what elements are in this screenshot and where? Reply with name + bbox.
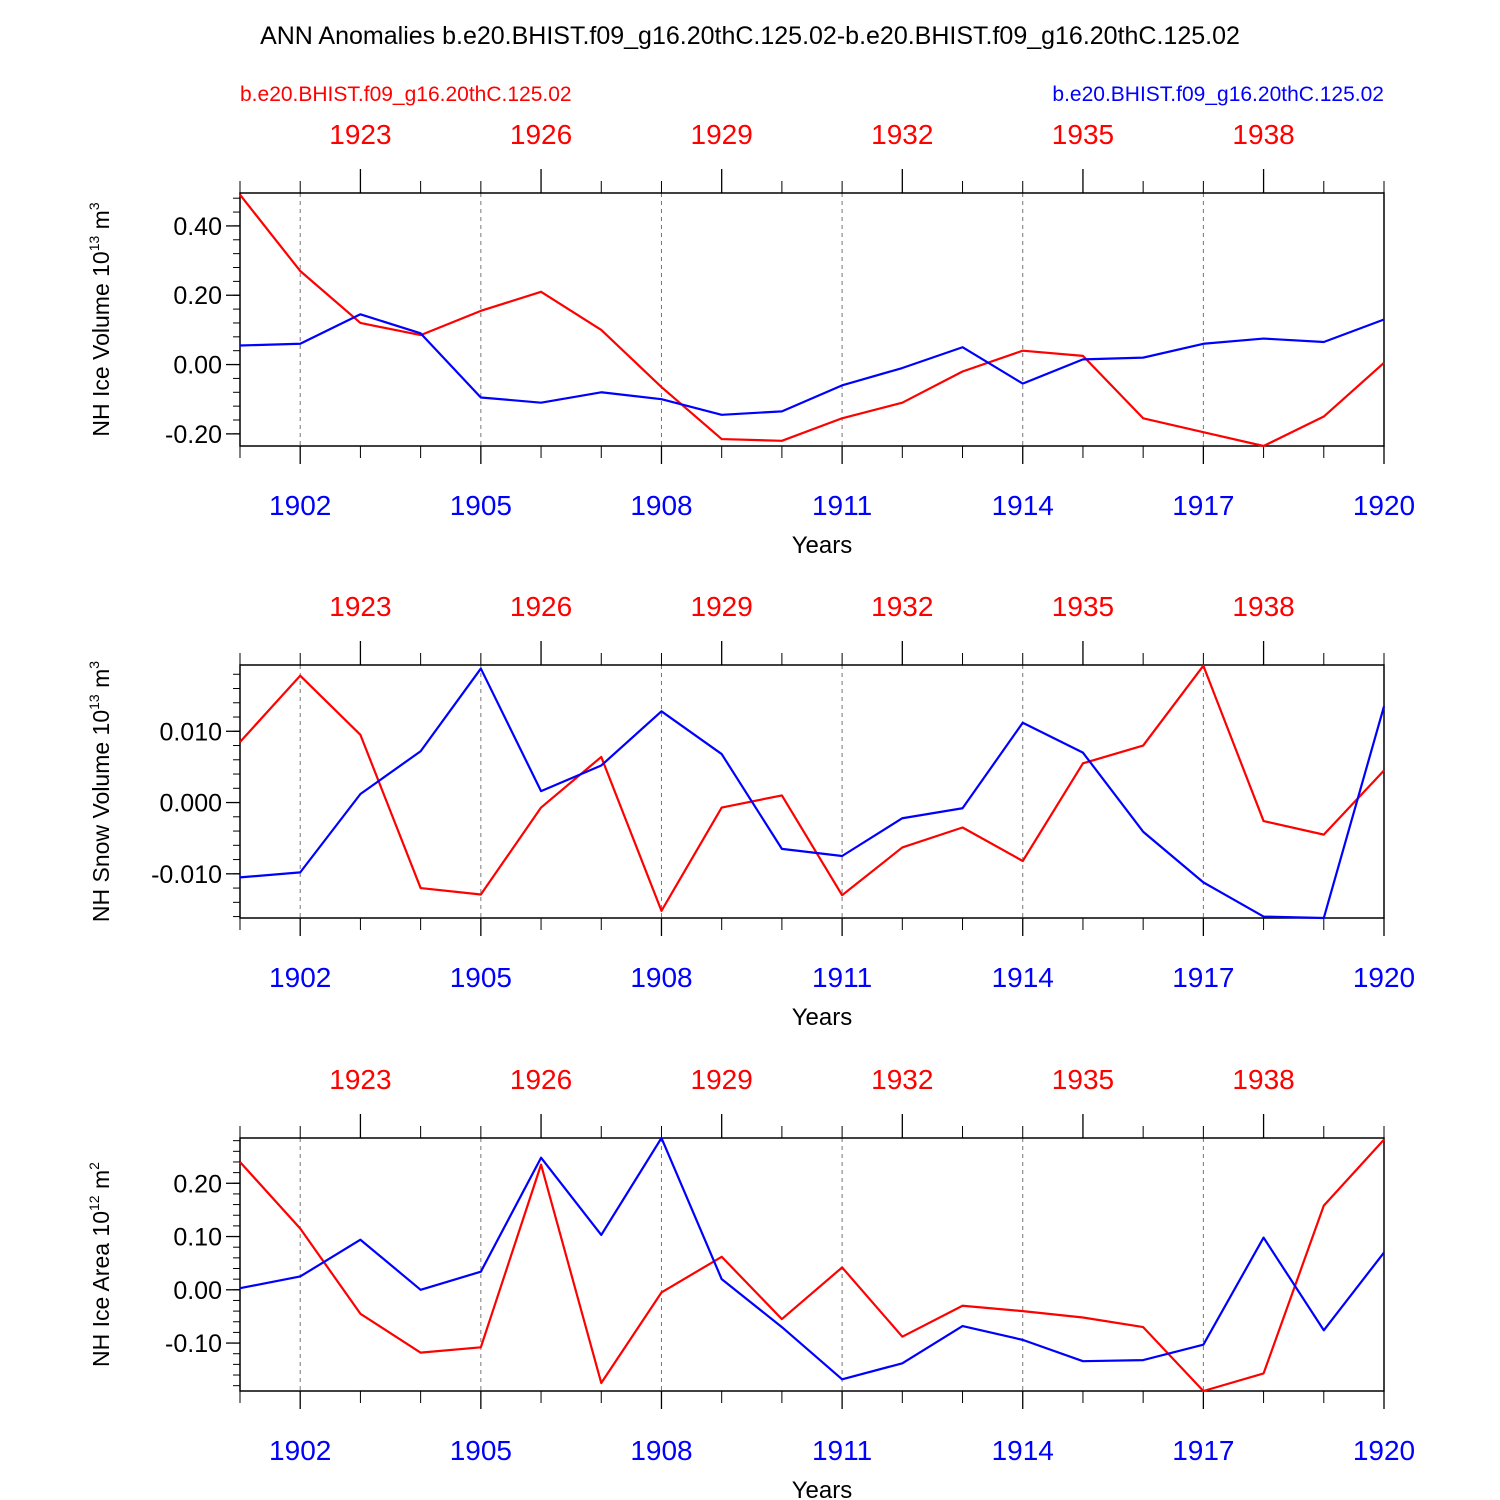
x-bottom-tick-label: 1920 xyxy=(1353,962,1415,993)
x-top-tick-label: 1926 xyxy=(510,1064,572,1095)
plot-frame xyxy=(239,1137,1385,1392)
panel-1: -0.20 0.00 0.20 0.40 1902 1905 1908 1911 1914 191… xyxy=(86,119,1415,559)
y-axis-title: NH Snow Volume 1013 m3 xyxy=(86,661,114,922)
series-line-red xyxy=(239,194,1385,448)
x-axis-title: Years xyxy=(792,532,853,559)
legend-right-case: b.e20.BHIST.f09_g16.20thC.125.02 xyxy=(1052,83,1384,106)
legend-left-case: b.e20.BHIST.f09_g16.20thC.125.02 xyxy=(240,83,572,106)
x-bottom-tick-label: 1902 xyxy=(269,962,331,993)
x-top-tick-label: 1929 xyxy=(691,1064,753,1095)
x-top-tick-label: 1929 xyxy=(691,591,753,622)
x-bottom-tick-label: 1908 xyxy=(630,1435,692,1466)
panel-2: -0.010 0.000 0.010 1902 1905 1908 1911 1914 1917… xyxy=(86,591,1415,1031)
x-bottom-tick-label: 1914 xyxy=(992,962,1054,993)
y-tick-label: 0.00 xyxy=(173,1277,222,1305)
x-bottom-tick-label: 1905 xyxy=(450,962,512,993)
x-top-tick-label: 1932 xyxy=(871,591,933,622)
y-tick-label: 0.20 xyxy=(173,282,222,310)
y-tick-label: 0.010 xyxy=(159,718,222,746)
x-bottom-tick-label: 1911 xyxy=(812,962,872,993)
series-line-red xyxy=(239,1138,1385,1393)
x-bottom-tick-label: 1905 xyxy=(450,1435,512,1466)
y-axis-title-part: m xyxy=(88,1170,114,1196)
y-axis-title-part: m xyxy=(88,210,114,236)
x-bottom-tick-label: 1911 xyxy=(812,1435,872,1466)
x-bottom-tick-label: 1905 xyxy=(450,490,512,521)
y-axis-title-superscript: 13 xyxy=(86,694,102,710)
series-line-blue xyxy=(239,667,1386,920)
x-bottom-tick-label: 1908 xyxy=(630,962,692,993)
x-bottom-tick-label: 1920 xyxy=(1353,1435,1415,1466)
y-axis-title-superscript: 13 xyxy=(86,235,102,251)
y-tick-label: -0.10 xyxy=(165,1330,222,1358)
x-axis-title: Years xyxy=(792,1477,853,1500)
y-tick-label: -0.20 xyxy=(165,421,222,449)
y-axis-title-part: m xyxy=(88,669,114,695)
y-tick-label: 0.40 xyxy=(173,213,222,241)
y-axis-title-part: NH Ice Area 10 xyxy=(88,1211,114,1367)
series-line-red xyxy=(239,664,1385,912)
y-tick-label: 0.10 xyxy=(173,1224,222,1252)
y-axis-title-part: NH Ice Volume 10 xyxy=(88,251,114,436)
y-tick-label: 0.00 xyxy=(173,352,222,380)
series-line-blue xyxy=(239,313,1385,416)
x-top-tick-label: 1923 xyxy=(329,1064,391,1095)
x-top-tick-label: 1932 xyxy=(871,119,933,150)
x-top-tick-label: 1923 xyxy=(329,591,391,622)
x-top-tick-label: 1923 xyxy=(329,119,391,150)
y-axis-title-superscript: 3 xyxy=(86,661,102,669)
plot-frame xyxy=(239,192,1385,447)
x-top-tick-label: 1926 xyxy=(510,591,572,622)
x-top-tick-label: 1926 xyxy=(510,119,572,150)
x-top-tick-label: 1929 xyxy=(691,119,753,150)
x-bottom-tick-label: 1902 xyxy=(269,1435,331,1466)
figure-title: ANN Anomalies b.e20.BHIST.f09_g16.20thC.… xyxy=(260,22,1240,50)
x-top-tick-label: 1932 xyxy=(871,1064,933,1095)
x-bottom-tick-label: 1917 xyxy=(1172,1435,1234,1466)
x-bottom-tick-label: 1908 xyxy=(630,490,692,521)
x-top-tick-label: 1938 xyxy=(1232,119,1294,150)
x-top-tick-label: 1935 xyxy=(1052,119,1114,150)
x-bottom-tick-label: 1920 xyxy=(1353,490,1415,521)
y-axis-title-superscript: 3 xyxy=(86,202,102,210)
x-top-tick-label: 1938 xyxy=(1232,591,1294,622)
x-bottom-tick-label: 1911 xyxy=(812,490,872,521)
y-axis-title: NH Ice Volume 1013 m3 xyxy=(86,202,114,437)
y-tick-label: 0.20 xyxy=(173,1170,222,1198)
panel-3: -0.10 0.00 0.10 0.20 1902 1905 1908 1911 1914 191… xyxy=(86,1064,1415,1500)
y-axis-title-superscript: 12 xyxy=(86,1195,102,1211)
plot-frame xyxy=(239,664,1385,919)
y-axis-title-superscript: 2 xyxy=(86,1162,102,1170)
x-axis-title: Years xyxy=(792,1004,853,1031)
y-axis-title: NH Ice Area 1012 m2 xyxy=(86,1162,114,1367)
x-bottom-tick-label: 1917 xyxy=(1172,490,1234,521)
x-bottom-tick-label: 1914 xyxy=(992,1435,1054,1466)
series-line-blue xyxy=(239,1136,1385,1381)
x-top-tick-label: 1935 xyxy=(1052,591,1114,622)
y-tick-label: -0.010 xyxy=(151,861,222,889)
x-top-tick-label: 1935 xyxy=(1052,1064,1114,1095)
y-axis-title-part: NH Snow Volume 10 xyxy=(88,710,114,922)
x-bottom-tick-label: 1917 xyxy=(1172,962,1234,993)
x-bottom-tick-label: 1902 xyxy=(269,490,331,521)
x-bottom-tick-label: 1914 xyxy=(992,490,1054,521)
y-tick-label: 0.000 xyxy=(159,790,222,818)
x-top-tick-label: 1938 xyxy=(1232,1064,1294,1095)
